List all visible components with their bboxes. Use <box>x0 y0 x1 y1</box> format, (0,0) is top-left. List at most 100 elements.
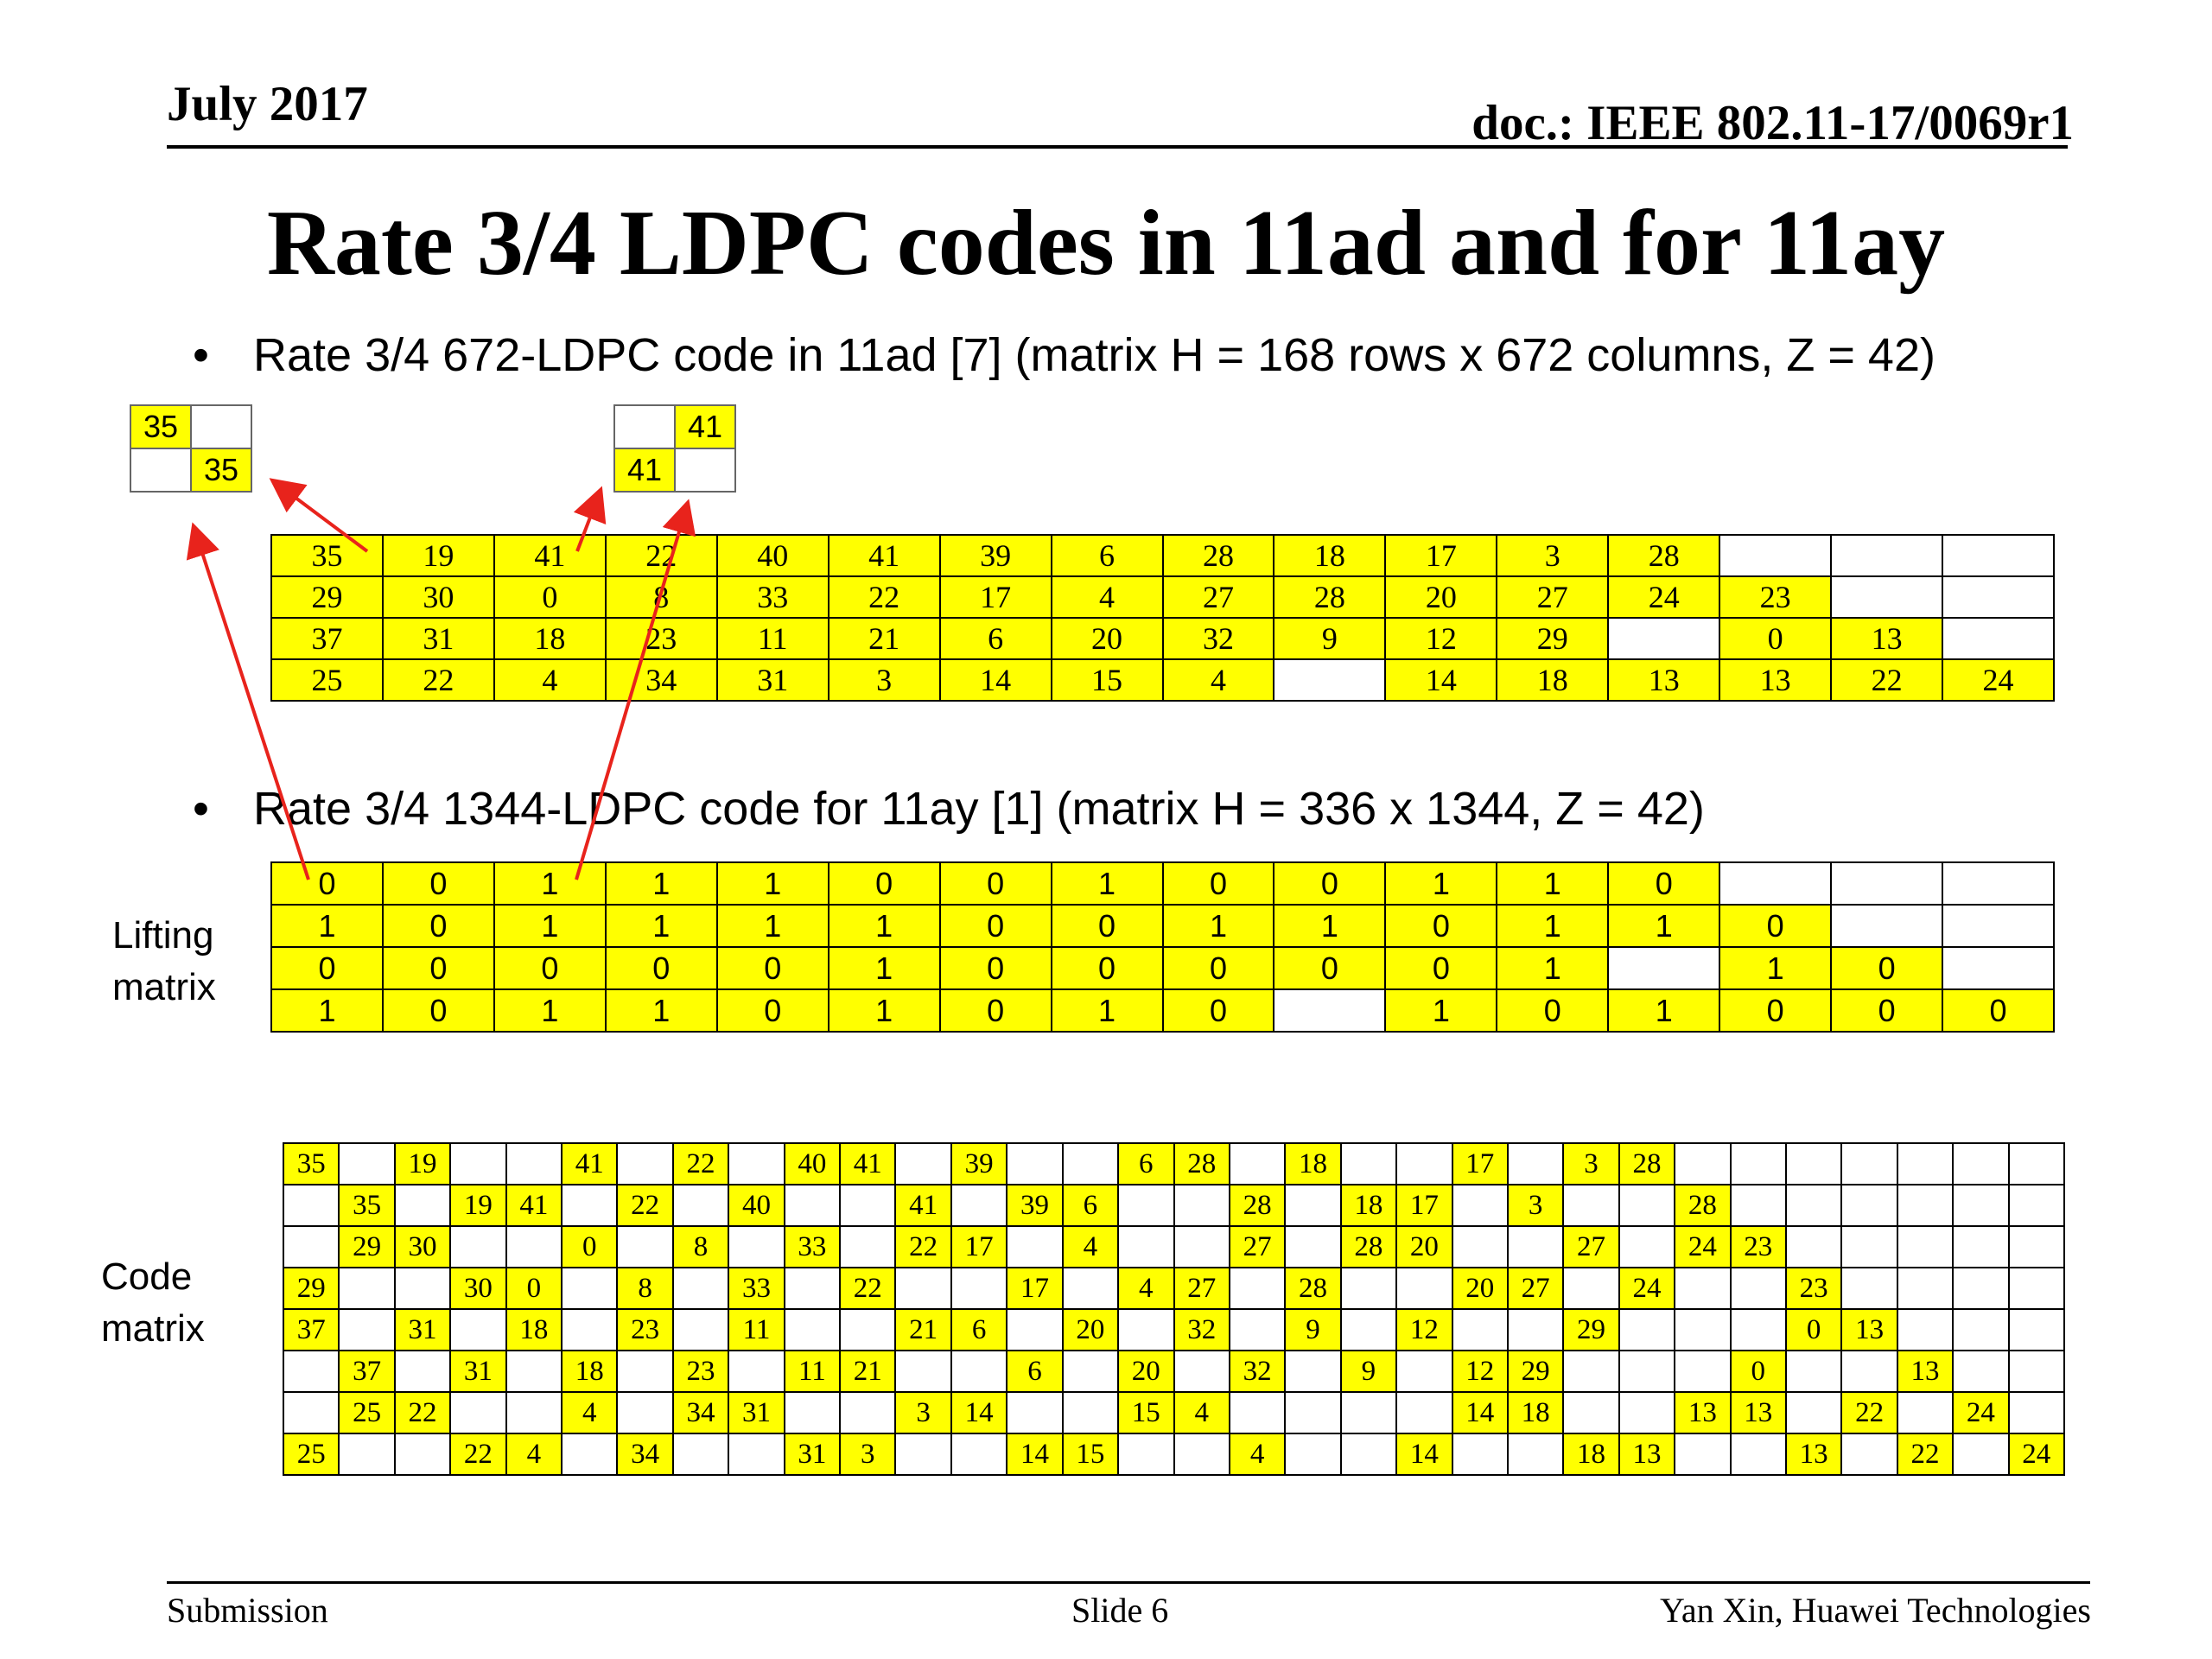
matrix-cell: 0 <box>938 946 1052 990</box>
matrix-cell <box>1339 1391 1398 1434</box>
matrix-cell: 14 <box>1384 658 1498 702</box>
matrix-cell <box>338 1433 396 1476</box>
matrix-cell: 39 <box>938 534 1052 577</box>
matrix-cell: 0 <box>938 988 1052 1033</box>
matrix-cell: 12 <box>1384 617 1498 660</box>
matrix-cell: 0 <box>1942 988 2055 1033</box>
footer-author: Yan Xin, Huawei Technologies <box>1659 1591 2091 1630</box>
code-matrix-label: Code matrix <box>101 1251 205 1355</box>
matrix-cell: 4 <box>1228 1433 1287 1476</box>
matrix-cell: 24 <box>1607 575 1721 619</box>
matrix-cell: 29 <box>270 575 384 619</box>
header-date: July 2017 <box>167 77 368 131</box>
matrix-cell: 18 <box>1339 1184 1398 1227</box>
matrix-cell: 1 <box>1496 861 1610 906</box>
matrix-cell <box>1896 1184 1955 1227</box>
matrix-cell: 6 <box>1061 1184 1120 1227</box>
matrix-cell: 0 <box>1050 904 1164 948</box>
matrix-cell <box>2007 1350 2066 1393</box>
header-doc-id: doc.: IEEE 802.11-17/0069r1 <box>1471 96 2074 150</box>
matrix-cell: 22 <box>1830 658 1944 702</box>
matrix-cell <box>894 1350 952 1393</box>
matrix-cell <box>839 1391 897 1434</box>
matrix-cell: 20 <box>1061 1308 1120 1351</box>
matrix-cell: 23 <box>616 1308 674 1351</box>
matrix-cell: 22 <box>1896 1433 1955 1476</box>
matrix-cell <box>1729 1142 1787 1185</box>
matrix-cell: 4 <box>493 658 607 702</box>
matrix-cell: 1 <box>604 861 718 906</box>
matrix-cell <box>2007 1142 2066 1185</box>
matrix-cell <box>1618 1184 1676 1227</box>
matrix-cell: 0 <box>938 861 1052 906</box>
matrix-cell <box>1729 1184 1787 1227</box>
matrix-cell: 3 <box>1506 1184 1565 1227</box>
matrix-row: 25 22 4 34 31 3 14 15 4 14 18 13 13 22 24 <box>270 658 2055 702</box>
matrix-cell <box>2007 1391 2066 1434</box>
matrix-cell <box>1674 1267 1732 1310</box>
matrix-cell: 1 <box>827 946 941 990</box>
matrix-cell: 31 <box>381 617 495 660</box>
matrix-cell: 41 <box>613 448 676 493</box>
matrix-cell <box>1506 1225 1565 1268</box>
matrix-cell <box>561 1184 619 1227</box>
matrix-cell: 3 <box>827 658 941 702</box>
matrix-cell: 41 <box>493 534 607 577</box>
matrix-cell <box>1061 1267 1120 1310</box>
matrix-cell: 32 <box>1161 617 1275 660</box>
matrix-cell <box>1061 1350 1120 1393</box>
matrix-cell: 27 <box>1562 1225 1620 1268</box>
matrix-cell: 0 <box>1384 946 1498 990</box>
matrix-cell <box>1618 1308 1676 1351</box>
matrix-cell <box>1729 1267 1787 1310</box>
matrix-cell: 14 <box>1395 1433 1453 1476</box>
matrix-cell: 1 <box>1496 904 1610 948</box>
small-matrix-41: 41 41 <box>613 404 736 493</box>
matrix-cell <box>1395 1350 1453 1393</box>
matrix-cell: 19 <box>381 534 495 577</box>
matrix-cell <box>616 1391 674 1434</box>
matrix-cell: 25 <box>338 1391 396 1434</box>
matrix-cell <box>505 1225 563 1268</box>
matrix-cell: 14 <box>950 1391 1008 1434</box>
matrix-cell <box>1284 1350 1342 1393</box>
matrix-cell: 37 <box>282 1308 340 1351</box>
matrix-cell: 0 <box>381 946 495 990</box>
matrix-row: 37 31 18 23 11 21 6 20 32 9 12 29 0 13 <box>270 617 2055 660</box>
matrix-cell <box>1451 1308 1509 1351</box>
matrix-cell: 1 <box>270 904 384 948</box>
matrix-cell <box>1942 617 2055 660</box>
matrix-cell <box>561 1267 619 1310</box>
matrix-cell: 31 <box>449 1350 507 1393</box>
matrix-cell <box>1896 1225 1955 1268</box>
matrix-cell <box>282 1350 340 1393</box>
matrix-cell: 34 <box>616 1433 674 1476</box>
matrix-cell <box>449 1142 507 1185</box>
matrix-cell: 24 <box>1942 658 2055 702</box>
matrix-cell <box>282 1391 340 1434</box>
matrix-cell <box>1942 575 2055 619</box>
matrix-cell: 3 <box>894 1391 952 1434</box>
matrix-cell <box>839 1225 897 1268</box>
matrix-cell: 34 <box>671 1391 730 1434</box>
matrix-cell <box>2007 1267 2066 1310</box>
matrix-cell <box>1228 1267 1287 1310</box>
matrix-cell <box>1339 1308 1398 1351</box>
matrix-cell <box>950 1433 1008 1476</box>
matrix-cell <box>1840 1225 1898 1268</box>
matrix-cell <box>1896 1308 1955 1351</box>
matrix-cell: 13 <box>1729 1391 1787 1434</box>
matrix-row: 41 <box>613 404 736 449</box>
matrix-cell: 17 <box>1384 534 1498 577</box>
matrix-cell: 0 <box>381 904 495 948</box>
matrix-cell: 12 <box>1451 1350 1509 1393</box>
matrix-cell: 1 <box>1273 904 1387 948</box>
matrix-cell: 4 <box>1061 1225 1120 1268</box>
matrix-cell: 8 <box>616 1267 674 1310</box>
matrix-cell: 41 <box>839 1142 897 1185</box>
matrix-cell <box>1618 1350 1676 1393</box>
matrix-cell <box>671 1308 730 1351</box>
matrix-row: 35 19 41 22 40 41 39 6 28 18 17 3 28 <box>282 1142 2066 1185</box>
matrix-cell: 24 <box>2007 1433 2066 1476</box>
